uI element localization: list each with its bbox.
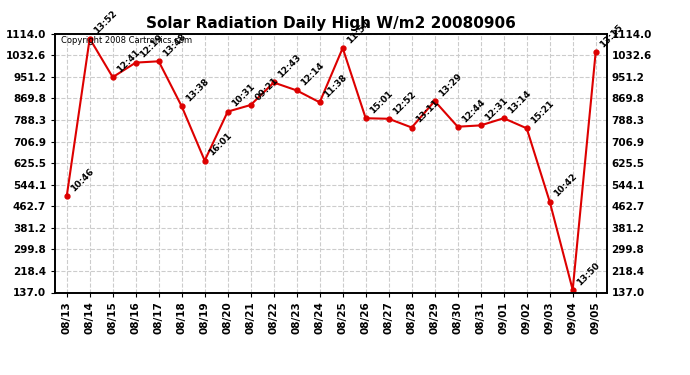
Text: 13:14: 13:14: [506, 89, 533, 116]
Text: 10:42: 10:42: [553, 172, 579, 199]
Text: 12:52: 12:52: [391, 89, 418, 116]
Text: 11:38: 11:38: [322, 73, 349, 100]
Text: 15:21: 15:21: [529, 99, 556, 126]
Text: Copyright 2008 Cartronics.com: Copyright 2008 Cartronics.com: [61, 36, 192, 45]
Text: 09:21: 09:21: [253, 76, 280, 102]
Text: 10:31: 10:31: [230, 82, 257, 109]
Text: 12:31: 12:31: [484, 96, 510, 123]
Text: 13:52: 13:52: [92, 9, 119, 36]
Text: 11:54: 11:54: [346, 19, 372, 45]
Text: 15:01: 15:01: [368, 89, 395, 116]
Text: 13:48: 13:48: [161, 32, 188, 58]
Text: 16:01: 16:01: [208, 131, 234, 158]
Title: Solar Radiation Daily High W/m2 20080906: Solar Radiation Daily High W/m2 20080906: [146, 16, 516, 31]
Text: 12:41: 12:41: [115, 48, 142, 74]
Text: 12:44: 12:44: [460, 97, 487, 124]
Text: 13:50: 13:50: [575, 261, 602, 287]
Text: 13:15: 13:15: [598, 22, 625, 49]
Text: 13:29: 13:29: [437, 72, 464, 98]
Text: 12:43: 12:43: [277, 53, 303, 80]
Text: 13:38: 13:38: [184, 77, 211, 104]
Text: 13:11: 13:11: [415, 98, 441, 125]
Text: 12:14: 12:14: [299, 61, 326, 88]
Text: 12:19: 12:19: [139, 33, 165, 60]
Text: 10:46: 10:46: [70, 167, 96, 194]
